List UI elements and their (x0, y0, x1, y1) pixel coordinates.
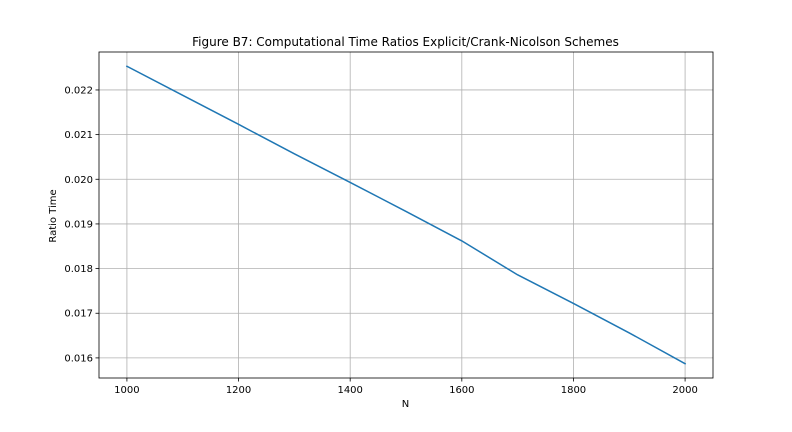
y-tick-label: 0.016 (64, 353, 93, 364)
ticks: 1000 1200 1400 1600 1800 2000 0.016 0.017 0.018 0… (64, 85, 697, 396)
series-layer (125, 65, 687, 365)
x-axis-label: N (402, 399, 409, 410)
plot-frame (98, 51, 714, 379)
grid (99, 52, 713, 378)
y-tick-label: 0.022 (64, 85, 93, 96)
x-tick-label: 1600 (449, 385, 474, 396)
y-tick-label: 0.017 (64, 309, 93, 320)
x-tick-label: 1200 (226, 385, 251, 396)
series-line (125, 65, 687, 365)
chart-title: Figure B7: Computational Time Ratios Exp… (192, 35, 619, 49)
x-tick-label: 1800 (561, 385, 586, 396)
y-tick-label: 0.020 (64, 175, 93, 186)
x-tick-label: 2000 (672, 385, 697, 396)
x-tick-label: 1000 (114, 385, 139, 396)
y-tick-label: 0.019 (64, 219, 93, 230)
y-tick-label: 0.021 (64, 130, 93, 141)
y-axis-label: Ratio Time (48, 189, 59, 242)
x-tick-label: 1400 (337, 385, 362, 396)
y-tick-label: 0.018 (64, 264, 93, 275)
